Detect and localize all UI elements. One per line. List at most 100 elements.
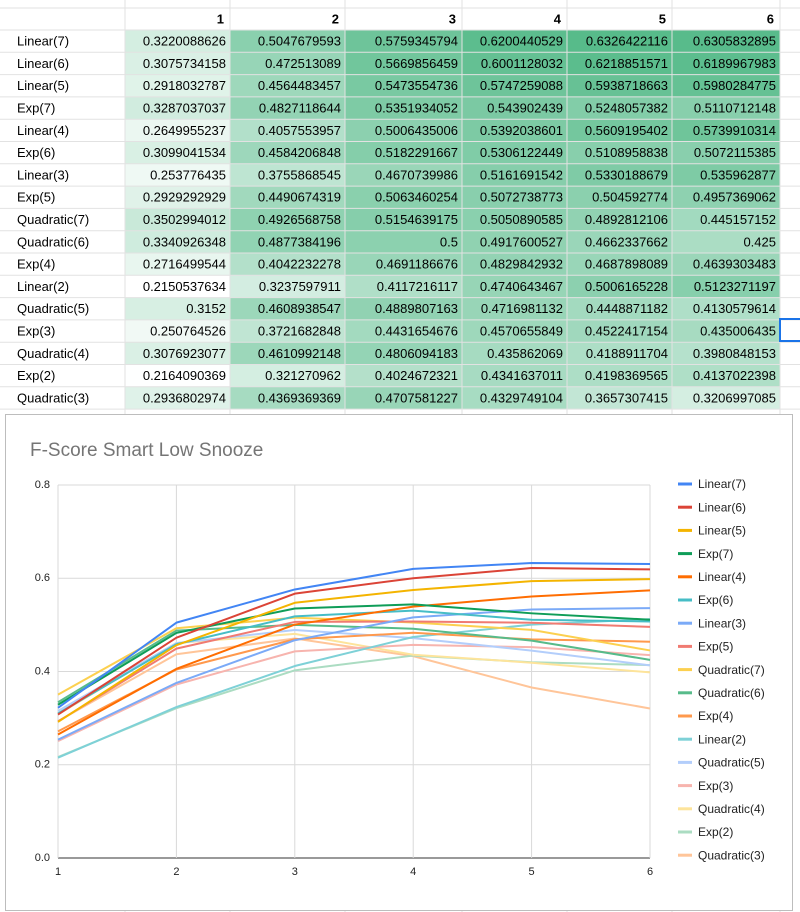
cell-value: 0.4130579614: [693, 301, 776, 316]
cell-value: 0.504592774: [592, 190, 668, 205]
cell-fill: [345, 74, 462, 97]
cell-value: 0.4806094183: [375, 346, 458, 361]
cell-fill: [230, 30, 345, 53]
row-label: Linear(4): [17, 123, 69, 138]
cell-fill: [462, 386, 567, 410]
y-tick-label: 0.2: [35, 759, 50, 771]
cell-fill: [345, 141, 462, 164]
legend-label: Quadratic(7): [698, 663, 765, 677]
cell-value: 0.5351934052: [375, 100, 458, 115]
row-label: Linear(6): [17, 56, 69, 71]
cell-fill: [345, 230, 462, 253]
cell-fill: [230, 230, 345, 253]
chart-title: F-Score Smart Low Snooze: [30, 440, 263, 461]
cell-fill: [462, 297, 567, 320]
cell-fill: [230, 208, 345, 231]
cell-value: 0.5072738773: [480, 190, 563, 205]
cell-fill: [567, 342, 672, 365]
cell-fill: [567, 386, 672, 410]
cell-fill: [345, 253, 462, 276]
cell-fill: [462, 253, 567, 276]
cell-value: 0.4137022398: [693, 368, 776, 383]
cell-fill: [345, 275, 462, 298]
cell-fill: [567, 74, 672, 97]
series-line: [57, 589, 651, 736]
cell-value: 0.2918032787: [143, 78, 226, 93]
cell-fill: [462, 119, 567, 142]
cell-fill: [672, 319, 780, 343]
cell-fill: [672, 297, 780, 320]
cell-fill: [345, 119, 462, 142]
cell-fill: [230, 297, 345, 320]
cell-value: 0.3099041534: [143, 145, 226, 160]
cell-value: 0.5938718663: [585, 78, 668, 93]
cell-value: 0.5609195402: [585, 123, 668, 138]
cell-value: 0.4564483457: [258, 78, 341, 93]
cell-fill: [462, 186, 567, 209]
cell-value: 0.3980848153: [693, 346, 776, 361]
cell-fill: [125, 96, 230, 120]
cell-value: 0.5248057382: [585, 100, 668, 115]
cell-value: 0.4926568758: [258, 212, 341, 227]
cell-value: 0.250764526: [150, 323, 226, 338]
cell-fill: [462, 364, 567, 387]
cell-value: 0.4639303483: [693, 257, 776, 272]
cell-value: 0.5161691542: [480, 167, 563, 182]
cell-fill: [230, 119, 345, 142]
cell-fill: [462, 319, 567, 343]
cell-fill: [672, 275, 780, 298]
legend-label: Exp(6): [698, 593, 733, 607]
cell-fill: [567, 275, 672, 298]
cell-fill: [462, 30, 567, 53]
cell-value: 0.4117216117: [377, 279, 458, 294]
cell-value: 0.2936802974: [143, 390, 226, 405]
cell-value: 0.4329749104: [480, 390, 563, 405]
legend-label: Linear(5): [698, 524, 746, 538]
row-label: Quadratic(6): [17, 234, 89, 249]
cell-value: 0.4057553957: [258, 123, 341, 138]
cell-fill: [125, 186, 230, 209]
row-label: Exp(5): [17, 190, 55, 205]
cell-fill: [345, 319, 462, 343]
cell-value: 0.3237597911: [259, 279, 341, 294]
cell-value: 0.4740643467: [480, 279, 563, 294]
cell-fill: [125, 297, 230, 320]
cell-fill: [345, 96, 462, 120]
cell-fill: [125, 230, 230, 253]
cell-value: 0.6001128032: [481, 56, 563, 71]
cell-value: 0.4827118644: [259, 100, 341, 115]
cell-fill: [125, 30, 230, 53]
cell-value: 0.4608938547: [258, 301, 341, 316]
cell-fill: [345, 386, 462, 410]
series-line: [57, 643, 651, 742]
cell-fill: [345, 208, 462, 231]
cell-value: 0.4877384196: [258, 234, 341, 249]
cell-fill: [345, 364, 462, 387]
series-line: [57, 629, 651, 712]
column-header: 4: [554, 11, 562, 26]
cell-value: 0.3721682848: [258, 323, 341, 338]
series-line: [57, 562, 651, 709]
cell-fill: [567, 208, 672, 231]
cell-value: 0.4490674319: [258, 190, 341, 205]
legend-label: Exp(7): [698, 547, 733, 561]
row-label: Quadratic(3): [17, 390, 89, 405]
legend-label: Linear(4): [698, 570, 746, 584]
cell-fill: [230, 319, 345, 343]
cell-fill: [462, 275, 567, 298]
x-tick-label: 6: [647, 866, 653, 878]
cell-value: 0.5123271197: [694, 279, 776, 294]
cell-value: 0.3206997085: [693, 390, 776, 405]
cell-fill: [672, 119, 780, 142]
cell-value: 0.543902439: [487, 100, 563, 115]
series-line: [57, 603, 651, 706]
cell-selection[interactable]: [779, 318, 800, 342]
cell-value: 0.4522417154: [585, 323, 668, 338]
cell-fill: [125, 319, 230, 343]
row-label: Linear(7): [17, 34, 69, 49]
cell-fill: [230, 342, 345, 365]
cell-value: 0.4716981132: [481, 301, 563, 316]
column-header: 2: [332, 11, 339, 26]
y-tick-label: 0.8: [35, 479, 50, 491]
